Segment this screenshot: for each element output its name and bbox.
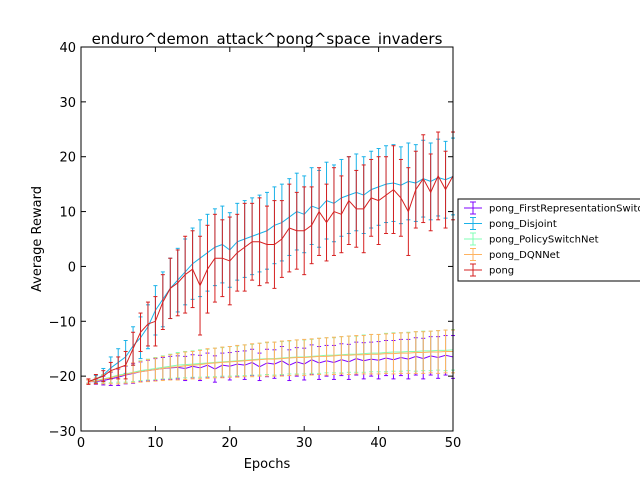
- y-tick-label: 40: [59, 41, 76, 56]
- y-tick-label: 0: [68, 260, 76, 275]
- ticks-layer: 0 10 20 30 40 50 −30 −20 −10 0 10 20 30 40: [49, 41, 462, 451]
- x-axis-label: Epochs: [244, 457, 291, 472]
- legend-label: pong: [489, 266, 514, 277]
- legend-entry: pong_Disjoint: [464, 217, 557, 230]
- y-axis-label: Average Reward: [30, 186, 45, 292]
- chart-title: enduro^demon_attack^pong^space_invaders: [92, 30, 443, 49]
- series-pong: [86, 131, 455, 385]
- legend-label: pong_FirstRepresentationSwitch: [489, 204, 640, 215]
- legend-frame: [457, 198, 640, 282]
- legend-label: pong_DQNNet: [489, 250, 560, 261]
- y-tick-label: −20: [49, 370, 76, 385]
- legend-items: pong_FirstRepresentationSwitch pong_Disjo…: [464, 201, 640, 277]
- plot-area: [81, 47, 455, 431]
- legend-label: pong_Disjoint: [489, 219, 557, 230]
- legend: pong_FirstRepresentationSwitch pong_Disjo…: [457, 198, 640, 282]
- series-line: [88, 349, 454, 383]
- y-tick-label: −10: [49, 315, 76, 330]
- x-tick-label: 30: [296, 436, 313, 451]
- legend-entry: pong_FirstRepresentationSwitch: [464, 201, 640, 215]
- series-layer: [86, 131, 455, 386]
- series-line: [88, 174, 454, 383]
- x-tick-label: 50: [445, 436, 462, 451]
- series-pong_DQNNet: [86, 329, 455, 385]
- legend-label: pong_PolicySwitchNet: [489, 235, 599, 246]
- y-tick-label: 30: [59, 96, 76, 111]
- y-tick-label: −30: [49, 425, 76, 440]
- legend-entry: pong_DQNNet: [464, 248, 560, 261]
- legend-entry: pong: [464, 263, 514, 277]
- y-tick-label: 10: [59, 206, 76, 221]
- x-tick-label: 20: [222, 436, 239, 451]
- y-tick-label: 20: [59, 151, 76, 166]
- series-line: [88, 350, 453, 383]
- x-tick-label: 0: [77, 436, 85, 451]
- plot-frame: [80, 46, 454, 432]
- legend-entry: pong_PolicySwitchNet: [464, 232, 599, 246]
- x-tick-label: 10: [147, 436, 164, 451]
- x-tick-label: 40: [370, 436, 387, 451]
